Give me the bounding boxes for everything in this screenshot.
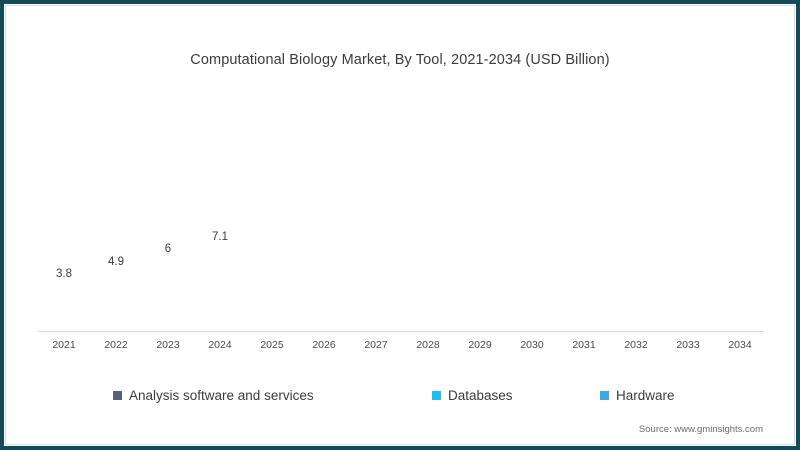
legend-label-analysis: Analysis software and services [129, 387, 314, 403]
x-tick-label: 2022 [104, 339, 128, 351]
x-axis-line [38, 331, 764, 332]
x-tick-label: 2027 [364, 339, 388, 351]
bar-value-label: 6 [164, 243, 172, 256]
x-tick-label: 2021 [52, 339, 76, 351]
chart-legend: Analysis software and services Databases H… [0, 385, 800, 405]
source-attribution: Source: www.gminsights.com [638, 424, 763, 435]
chart-title: Computational Biology Market, By Tool, 2… [190, 52, 610, 68]
bar-value-label: 3.8 [56, 267, 72, 280]
x-tick-label: 2030 [520, 339, 544, 351]
legend-item-hardware[interactable]: Hardware [600, 385, 675, 405]
legend-label-hardware: Hardware [616, 387, 675, 403]
x-tick-label: 2024 [208, 339, 232, 351]
x-tick-label: 2034 [728, 339, 752, 351]
x-tick-label: 2028 [416, 339, 440, 351]
x-tick-label: 2023 [156, 339, 180, 351]
x-tick-label: 2025 [260, 339, 284, 351]
bar-value-label: 7.1 [212, 231, 228, 244]
x-tick-label: 2031 [572, 339, 596, 351]
legend-swatch-hardware [600, 390, 609, 400]
legend-swatch-databases [432, 390, 441, 400]
bar-value-label: 4.9 [108, 255, 124, 268]
legend-item-analysis[interactable]: Analysis software and services [113, 385, 314, 405]
legend-swatch-analysis [113, 390, 122, 400]
x-tick-label: 2033 [676, 339, 700, 351]
legend-label-databases: Databases [448, 387, 513, 403]
legend-item-databases[interactable]: Databases [432, 385, 513, 405]
x-tick-label: 2026 [312, 339, 336, 351]
x-tick-label: 2029 [468, 339, 492, 351]
x-tick-label: 2032 [624, 339, 648, 351]
